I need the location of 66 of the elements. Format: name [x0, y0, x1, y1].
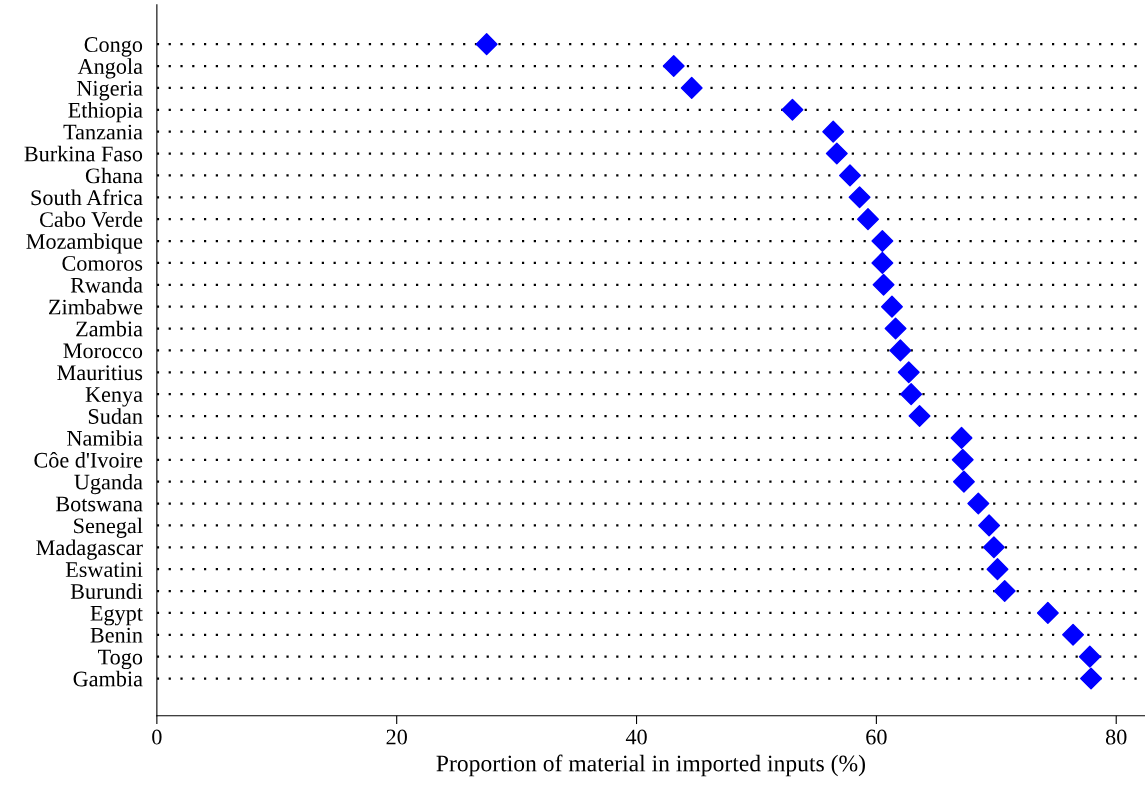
y-tick-label: Mauritius [57, 365, 143, 381]
point [1062, 623, 1085, 646]
x-tick-label: 40 [625, 729, 647, 745]
x-axis-title: Proportion of material in imported inputs (%) [436, 754, 865, 777]
y-tick-label: Gambia [73, 670, 143, 687]
y-tick-label: Côe d'Ivoire [34, 452, 143, 468]
x-tick-label: 0 [152, 729, 162, 745]
y-tick-label: Nigeria [76, 80, 143, 101]
y-tick-label: Uganda [74, 473, 143, 495]
point [848, 186, 871, 209]
point [986, 558, 1009, 581]
point [950, 426, 973, 449]
y-tick-label: Egypt [90, 606, 143, 626]
y-tick-label: Botswana [55, 496, 143, 512]
y-tick-label: Mozambique [26, 233, 143, 254]
point [908, 405, 931, 428]
y-tick-label: Cabo Verde [40, 211, 143, 228]
point [1080, 667, 1103, 690]
y-tick-label: Namibia [67, 430, 143, 446]
x-tick-label: 80 [1105, 729, 1127, 745]
y-tick-label: Madagascar [36, 539, 143, 560]
y-tick-label: Zambia [76, 320, 143, 337]
y-tick-label: Tanzania [63, 124, 143, 140]
y-tick-label: Morocco [63, 343, 143, 359]
point [982, 536, 1005, 559]
y-tick-label: Kenya [85, 387, 143, 407]
point [900, 383, 923, 406]
y-tick-label: Angola [77, 58, 143, 79]
point [475, 33, 498, 56]
point [825, 142, 848, 165]
y-tick-label: Benin [90, 627, 143, 643]
y-tick-label: South Africa [31, 189, 143, 206]
point [951, 448, 974, 471]
point [952, 470, 975, 493]
point [662, 55, 685, 78]
point [1078, 645, 1101, 668]
y-tick-label: Senegal [74, 517, 143, 538]
point [967, 492, 990, 515]
point [871, 230, 894, 253]
point [880, 295, 903, 318]
y-tick-label: Burkina Faso [24, 145, 143, 162]
x-tick-label: 60 [866, 729, 887, 745]
point [993, 580, 1016, 603]
point [680, 76, 703, 99]
y-tick-label: Comoros [62, 255, 143, 271]
point [871, 251, 894, 274]
point [884, 317, 907, 340]
y-tick-label: Congo [84, 37, 143, 57]
point [781, 98, 804, 121]
y-tick-label: Burundi [70, 583, 143, 599]
y-tick-label: Zimbabwe [49, 298, 143, 315]
point [1036, 601, 1059, 624]
y-tick-label: Togo [98, 649, 143, 670]
point [856, 208, 879, 231]
point [822, 120, 845, 143]
point [839, 164, 861, 187]
y-tick-label: Eswatini [65, 562, 143, 578]
point [978, 514, 1001, 537]
point [897, 361, 920, 384]
x-tick-label: 20 [386, 729, 407, 745]
y-tick-label: Sudan [88, 408, 143, 424]
y-tick-label: Ethiopia [68, 102, 143, 123]
point [872, 273, 895, 296]
y-tick-label: Ghana [85, 167, 143, 184]
y-tick-label: Rwanda [70, 277, 143, 293]
point [889, 339, 912, 362]
